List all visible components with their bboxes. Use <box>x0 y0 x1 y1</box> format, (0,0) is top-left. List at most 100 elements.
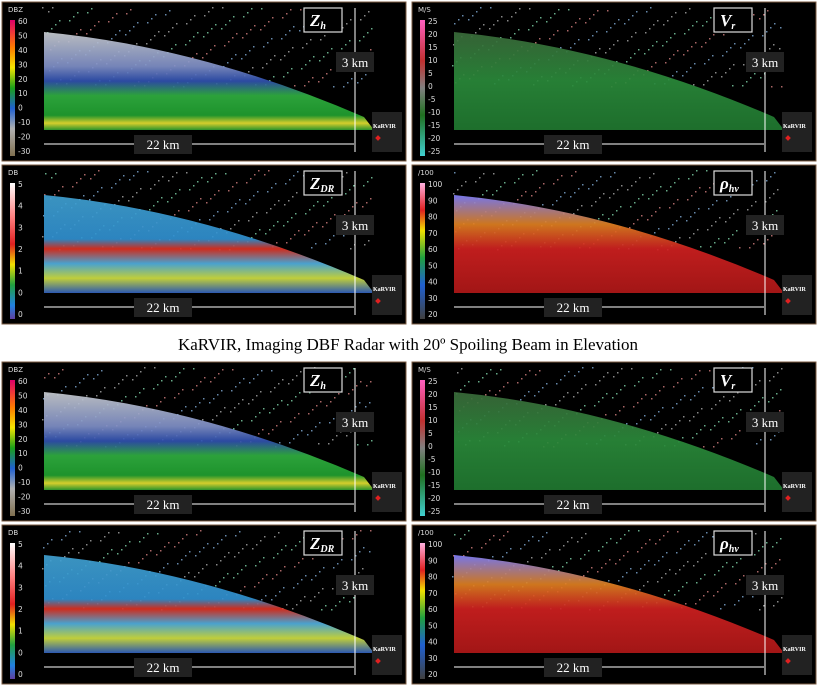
noise <box>763 243 765 245</box>
noise <box>214 377 216 379</box>
noise <box>135 396 137 398</box>
noise <box>468 530 470 532</box>
noise <box>192 389 194 391</box>
noise <box>265 595 267 597</box>
noise <box>453 555 455 557</box>
noise <box>266 574 268 576</box>
noise <box>750 77 752 79</box>
noise <box>542 387 544 389</box>
noise <box>542 536 544 538</box>
noise <box>371 440 373 442</box>
noise <box>352 206 354 208</box>
noise <box>259 229 261 231</box>
noise <box>190 19 192 21</box>
noise <box>140 371 142 373</box>
noise <box>91 8 93 10</box>
noise <box>151 18 153 20</box>
label-main: Z <box>309 11 320 30</box>
noise <box>341 48 343 50</box>
noise <box>758 401 760 403</box>
noise <box>207 181 209 183</box>
noise <box>606 542 608 544</box>
noise <box>214 45 216 47</box>
noise <box>242 548 244 550</box>
noise <box>536 170 538 172</box>
noise <box>255 565 257 567</box>
noise <box>652 194 654 196</box>
noise <box>299 541 301 543</box>
label-sub: h <box>320 381 326 392</box>
noise <box>178 542 180 544</box>
noise <box>125 545 127 547</box>
noise <box>126 375 128 377</box>
noise <box>711 225 713 227</box>
noise <box>602 397 604 399</box>
noise <box>305 575 307 577</box>
noise <box>585 22 587 24</box>
noise <box>329 239 331 241</box>
noise <box>585 533 587 535</box>
noise <box>656 373 658 375</box>
noise <box>260 29 262 31</box>
noise <box>295 213 297 215</box>
noise <box>642 377 644 379</box>
noise <box>683 565 685 567</box>
noise <box>54 194 56 196</box>
noise <box>702 25 704 27</box>
noise <box>237 573 239 575</box>
noise <box>281 400 283 402</box>
noise <box>603 376 605 378</box>
noise <box>500 369 502 371</box>
noise <box>368 11 370 13</box>
colorbar <box>420 543 425 679</box>
noise <box>684 33 686 35</box>
noise <box>333 567 335 569</box>
noise <box>255 233 257 235</box>
noise <box>649 177 651 179</box>
radar-marker <box>785 658 791 664</box>
noise <box>610 27 612 29</box>
noise <box>44 377 46 379</box>
noise <box>696 170 698 172</box>
noise <box>627 40 629 42</box>
noise <box>179 189 181 191</box>
colorbar-tick: 3 <box>18 223 23 232</box>
noise <box>283 587 285 589</box>
noise <box>777 601 779 603</box>
noise <box>334 397 336 399</box>
noise <box>702 387 704 389</box>
noise <box>97 374 99 376</box>
noise <box>710 429 712 431</box>
noise <box>238 552 240 554</box>
noise <box>663 535 665 537</box>
label-sub: h <box>320 21 326 32</box>
noise <box>298 230 300 232</box>
noise <box>154 367 156 369</box>
echo-wedge <box>454 555 784 653</box>
noise <box>282 17 284 19</box>
noise <box>235 203 237 205</box>
noise <box>231 58 233 60</box>
noise <box>655 394 657 396</box>
noise <box>281 549 283 551</box>
noise <box>262 429 264 431</box>
noise <box>648 49 650 51</box>
noise <box>370 381 372 383</box>
noise <box>65 535 67 537</box>
colorbar-tick: 10 <box>428 416 438 425</box>
noise <box>264 174 266 176</box>
noise <box>706 21 708 23</box>
noise <box>672 407 674 409</box>
colorbar-tick: 5 <box>428 429 433 438</box>
noise <box>195 555 197 557</box>
noise <box>672 75 674 77</box>
noise <box>532 25 534 27</box>
noise <box>600 176 602 178</box>
noise <box>726 200 728 202</box>
noise <box>238 403 240 405</box>
noise <box>680 548 682 550</box>
colorbar-tick: -10 <box>428 108 440 117</box>
noise <box>147 533 149 535</box>
